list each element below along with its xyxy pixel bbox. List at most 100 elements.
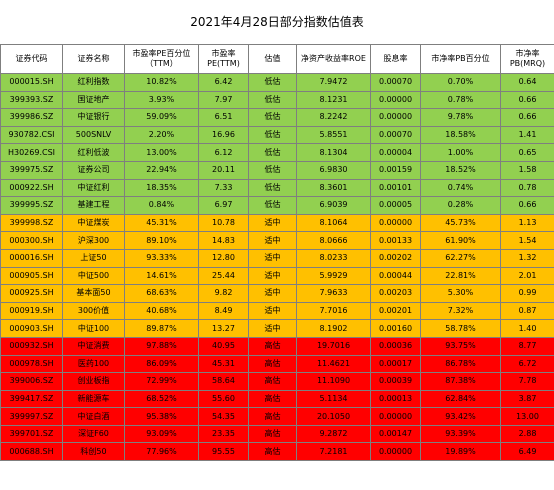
pb-percentile-cell[interactable]: 1.00% [420, 143, 501, 162]
pe-cell[interactable]: 54.35 [198, 407, 249, 426]
pb-cell[interactable]: 2.01 [500, 266, 554, 286]
code-cell[interactable]: 399701.SZ [0, 424, 63, 444]
pe-percentile-cell[interactable]: 68.52% [124, 389, 199, 409]
pe-cell[interactable]: 6.42 [198, 73, 249, 92]
pe-percentile-cell[interactable]: 0.84% [124, 196, 199, 215]
pe-percentile-cell[interactable]: 2.20% [124, 125, 199, 145]
pe-percentile-cell[interactable]: 89.87% [124, 319, 199, 338]
code-cell[interactable]: 000925.SH [0, 284, 63, 303]
valuation-cell[interactable]: 适中 [248, 248, 297, 268]
pe-cell[interactable]: 40.95 [198, 336, 249, 356]
name-cell[interactable]: 创业板指 [62, 372, 125, 391]
table-row[interactable]: 399995.SZ 基建工程 0.84% 6.97 低估 6.9039 0.00005 0.2… [0, 196, 554, 215]
table-row[interactable]: 399701.SZ 深证F60 93.09% 23.35 高估 9.2872 0.00147… [0, 424, 554, 444]
pb-cell[interactable]: 0.65 [500, 143, 554, 162]
valuation-cell[interactable]: 高估 [248, 354, 297, 374]
name-cell[interactable]: 中证500 [62, 266, 125, 286]
pb-percentile-cell[interactable]: 22.81% [420, 266, 501, 286]
pb-cell[interactable]: 0.66 [500, 90, 554, 110]
pb-percentile-cell[interactable]: 87.38% [420, 372, 501, 391]
code-cell[interactable]: 399393.SZ [0, 90, 63, 110]
pb-percentile-cell[interactable]: 93.39% [420, 424, 501, 444]
pb-cell[interactable]: 0.66 [500, 196, 554, 215]
dividend-cell[interactable]: 0.00133 [370, 231, 421, 250]
code-cell[interactable]: 399998.SZ [0, 213, 63, 233]
table-row[interactable]: 000919.SH 300价值 40.68% 8.49 适中 7.7016 0.00201 7… [0, 301, 554, 321]
pb-percentile-cell[interactable]: 18.52% [420, 160, 501, 180]
col-header-name[interactable]: 证券名称 [62, 44, 125, 74]
col-header-pe[interactable]: 市盈率 PE(TTM) [198, 44, 249, 74]
pe-cell[interactable]: 6.12 [198, 143, 249, 162]
code-cell[interactable]: 000922.SH [0, 178, 63, 198]
valuation-cell[interactable]: 高估 [248, 336, 297, 356]
pe-percentile-cell[interactable]: 89.10% [124, 231, 199, 250]
table-row[interactable]: 000925.SH 基本面50 68.63% 9.82 适中 7.9633 0.00203 5… [0, 284, 554, 303]
col-header-pe-percentile[interactable]: 市盈率PE百分位 （TTM） [124, 44, 199, 74]
code-cell[interactable]: 399995.SZ [0, 196, 63, 215]
pe-cell[interactable]: 95.55 [198, 442, 249, 462]
dividend-cell[interactable]: 0.00000 [370, 407, 421, 426]
pb-percentile-cell[interactable]: 58.78% [420, 319, 501, 338]
name-cell[interactable]: 中证煤炭 [62, 213, 125, 233]
roe-cell[interactable]: 5.8551 [296, 125, 371, 145]
col-header-code[interactable]: 证券代码 [0, 44, 63, 74]
code-cell[interactable]: 399986.SZ [0, 108, 63, 127]
pe-percentile-cell[interactable]: 45.31% [124, 213, 199, 233]
pb-cell[interactable]: 1.32 [500, 248, 554, 268]
roe-cell[interactable]: 8.0666 [296, 231, 371, 250]
pe-cell[interactable]: 55.60 [198, 389, 249, 409]
valuation-cell[interactable]: 低估 [248, 125, 297, 145]
roe-cell[interactable]: 11.4621 [296, 354, 371, 374]
roe-cell[interactable]: 19.7016 [296, 336, 371, 356]
pe-cell[interactable]: 25.44 [198, 266, 249, 286]
valuation-cell[interactable]: 适中 [248, 213, 297, 233]
roe-cell[interactable]: 7.9633 [296, 284, 371, 303]
roe-cell[interactable]: 8.1231 [296, 90, 371, 110]
code-cell[interactable]: 000903.SH [0, 319, 63, 338]
valuation-cell[interactable]: 适中 [248, 284, 297, 303]
col-header-pb[interactable]: 市净率 PB(MRQ) [500, 44, 554, 74]
pb-cell[interactable]: 0.66 [500, 108, 554, 127]
pb-cell[interactable]: 13.00 [500, 407, 554, 426]
code-cell[interactable]: 000015.SH [0, 73, 63, 92]
roe-cell[interactable]: 8.0233 [296, 248, 371, 268]
valuation-cell[interactable]: 低估 [248, 90, 297, 110]
name-cell[interactable]: 医药100 [62, 354, 125, 374]
code-cell[interactable]: H30269.CSI [0, 143, 63, 162]
valuation-cell[interactable]: 高估 [248, 389, 297, 409]
pe-percentile-cell[interactable]: 86.09% [124, 354, 199, 374]
pe-cell[interactable]: 13.27 [198, 319, 249, 338]
pe-cell[interactable]: 8.49 [198, 301, 249, 321]
pb-cell[interactable]: 1.58 [500, 160, 554, 180]
roe-cell[interactable]: 5.1134 [296, 389, 371, 409]
pe-percentile-cell[interactable]: 14.61% [124, 266, 199, 286]
name-cell[interactable]: 中证100 [62, 319, 125, 338]
dividend-cell[interactable]: 0.00000 [370, 213, 421, 233]
dividend-cell[interactable]: 0.00044 [370, 266, 421, 286]
dividend-cell[interactable]: 0.00005 [370, 196, 421, 215]
roe-cell[interactable]: 7.2181 [296, 442, 371, 462]
dividend-cell[interactable]: 0.00000 [370, 108, 421, 127]
table-row[interactable]: 000903.SH 中证100 89.87% 13.27 适中 8.1902 0.00160… [0, 319, 554, 338]
pb-percentile-cell[interactable]: 9.78% [420, 108, 501, 127]
dividend-cell[interactable]: 0.00013 [370, 389, 421, 409]
pb-percentile-cell[interactable]: 45.73% [420, 213, 501, 233]
col-header-roe[interactable]: 净资产收益率ROE [296, 44, 371, 74]
valuation-cell[interactable]: 适中 [248, 231, 297, 250]
valuation-cell[interactable]: 适中 [248, 301, 297, 321]
col-header-valuation[interactable]: 估值 [248, 44, 297, 74]
roe-cell[interactable]: 8.1304 [296, 143, 371, 162]
table-row[interactable]: 399975.SZ 证券公司 22.94% 20.11 低估 6.9830 0.00159 1… [0, 160, 554, 180]
name-cell[interactable]: 科创50 [62, 442, 125, 462]
pe-cell[interactable]: 45.31 [198, 354, 249, 374]
pb-cell[interactable]: 2.88 [500, 424, 554, 444]
pe-percentile-cell[interactable]: 95.38% [124, 407, 199, 426]
name-cell[interactable]: 新能源车 [62, 389, 125, 409]
col-header-dividend[interactable]: 股息率 [370, 44, 421, 74]
name-cell[interactable]: 红利指数 [62, 73, 125, 92]
pe-cell[interactable]: 6.97 [198, 196, 249, 215]
pb-cell[interactable]: 1.54 [500, 231, 554, 250]
roe-cell[interactable]: 7.7016 [296, 301, 371, 321]
table-row[interactable]: 000932.SH 中证消费 97.88% 40.95 高估 19.7016 0.00036… [0, 336, 554, 356]
table-row[interactable]: 399986.SZ 中证银行 59.09% 6.51 低估 8.2242 0.00000 9.… [0, 108, 554, 127]
